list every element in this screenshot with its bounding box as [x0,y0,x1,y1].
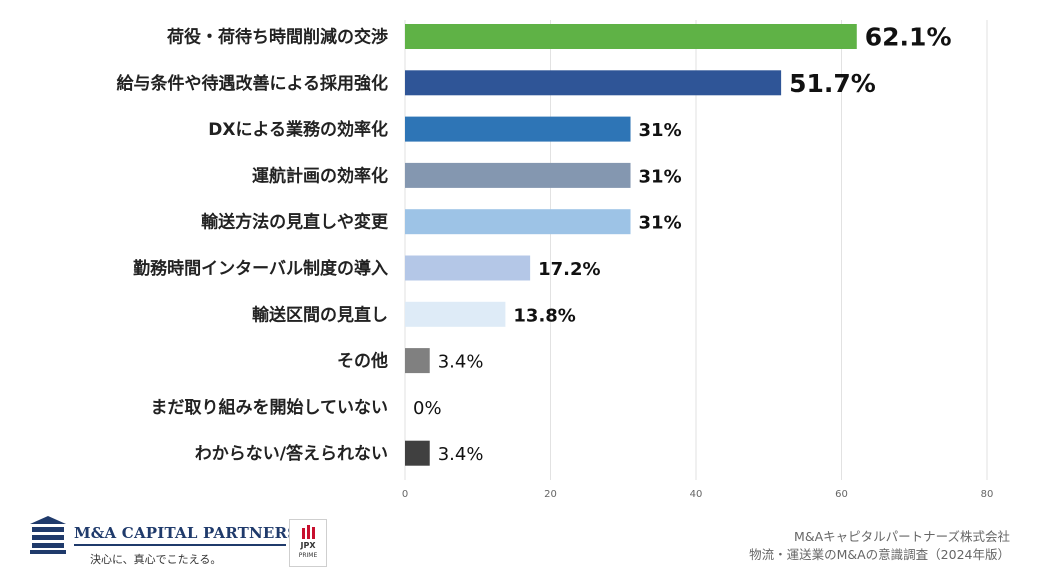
bar [405,255,531,281]
jpx-prime-badge: JPX PRIME [289,519,327,567]
logo-emblem-icon [30,516,66,554]
x-tick-label: 60 [835,489,848,500]
logo-divider [74,544,286,546]
category-label: DXによる業務の効率化 [208,119,388,140]
chart-x-tick-labels: 0 20 40 60 80 [402,489,994,500]
x-tick-label: 80 [981,489,994,500]
x-tick-label: 0 [402,489,408,500]
category-label: その他 [337,351,388,372]
value-label: 31% [639,166,682,187]
chart-value-labels: 62.1% 51.7% 31% 31% 31% 17.2% 13.8% 3.4% 0% 3.4% [413,23,952,466]
category-label: 輸送方法の見直しや変更 [201,212,389,233]
bar [405,209,631,235]
company-logo: M&A CAPITAL PARTNERS 決心に、真心でこたえる。 [30,514,330,574]
category-label: 勤務時間インターバル制度の導入 [133,258,388,279]
bar [405,70,782,96]
jpx-logo-icon [302,525,315,539]
value-label: 62.1% [865,23,952,52]
category-label: わからない/答えられない [195,443,388,464]
x-tick-label: 20 [544,489,557,500]
category-label: 運航計画の効率化 [252,165,388,186]
category-label: 荷役・荷待ち時間削減の交渉 [167,27,388,48]
category-label: 輸送区間の見直し [252,304,388,325]
bar [405,348,430,374]
source-company: M&Aキャピタルパートナーズ株式会社 [794,529,1010,544]
bar [405,440,430,466]
chart-bars [405,24,857,466]
source-note: M&Aキャピタルパートナーズ株式会社 物流・運送業のM&Aの意識調査（2024年… [749,528,1010,564]
category-label: まだ取り組みを開始していない [151,397,389,418]
source-survey: 物流・運送業のM&Aの意識調査（2024年版） [749,547,1010,562]
bar [405,116,631,142]
value-label: 31% [639,213,682,234]
bar [405,24,857,49]
value-label: 3.4% [438,352,484,373]
x-tick-label: 40 [690,489,703,500]
value-label: 51.7% [789,69,876,98]
value-label: 3.4% [438,444,484,465]
value-label: 13.8% [513,305,575,326]
jpx-badge-title: JPX [300,541,316,550]
bar [405,301,506,327]
chart-grid [404,20,988,480]
value-label: 17.2% [538,259,600,280]
value-label: 31% [639,120,682,141]
jpx-badge-subtitle: PRIME [298,552,318,559]
value-label: 0% [413,398,442,419]
logo-wordmark: M&A CAPITAL PARTNERS [74,524,299,542]
logo-tagline: 決心に、真心でこたえる。 [90,553,222,566]
bar [405,162,631,188]
category-label: 給与条件や待遇改善による採用強化 [117,73,389,94]
